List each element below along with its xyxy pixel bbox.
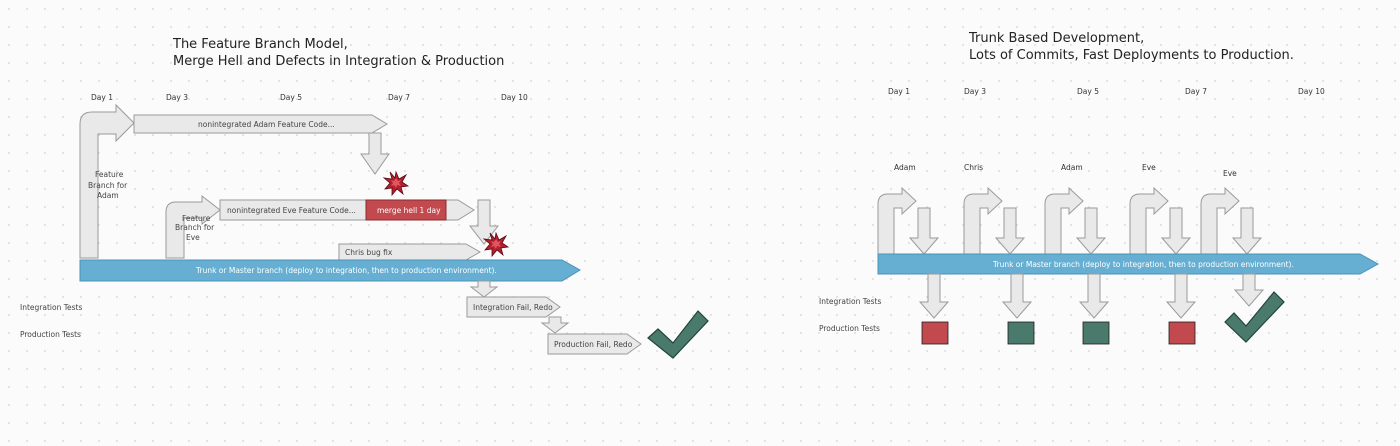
deploy-arrow-4 bbox=[1165, 273, 1197, 319]
deploy-arrow-5 bbox=[1233, 273, 1265, 307]
trunk-based-diagram: Trunk Based Development, Lots of Commits… bbox=[819, 31, 1380, 345]
commit-loop-4 bbox=[1129, 186, 1192, 255]
production-result-fail-1 bbox=[921, 321, 949, 345]
right-day-10: Day 10 bbox=[1298, 87, 1325, 96]
left-day-5: Day 5 bbox=[280, 93, 302, 102]
left-day-1: Day 1 bbox=[91, 93, 113, 102]
merge-hell-label: merge hell 1 day bbox=[377, 206, 441, 215]
deploy-arrow-1 bbox=[918, 273, 950, 319]
left-title-line2: Merge Hell and Defects in Integration & … bbox=[173, 54, 504, 69]
adam-branch-arrow bbox=[79, 103, 135, 259]
left-title-line1: The Feature Branch Model, bbox=[172, 37, 348, 52]
left-success-check-icon bbox=[647, 310, 709, 359]
right-trunk-label: Trunk or Master branch (deploy to integr… bbox=[992, 260, 1294, 269]
production-result-fail-2 bbox=[1168, 321, 1196, 345]
commit-loop-5 bbox=[1200, 186, 1263, 255]
commit-loop-3 bbox=[1044, 186, 1107, 255]
chris-bug-fix-label: Chris bug fix bbox=[345, 248, 393, 257]
svg-text:Branch for: Branch for bbox=[175, 223, 215, 232]
production-fail-arrow bbox=[547, 333, 642, 355]
right-day-7: Day 7 bbox=[1185, 87, 1207, 96]
committer-adam-1: Adam bbox=[894, 163, 916, 172]
adam-branch-label: Feature Branch for Adam bbox=[88, 170, 128, 200]
adam-feature-code-label: nonintegrated Adam Feature Code... bbox=[198, 120, 335, 129]
right-day-1: Day 1 bbox=[888, 87, 910, 96]
left-integration-tests-label: Integration Tests bbox=[20, 303, 82, 312]
chris-bug-fix-arrow bbox=[338, 243, 482, 261]
integration-to-production-arrow bbox=[540, 316, 570, 334]
committer-eve-2: Eve bbox=[1223, 169, 1237, 178]
deploy-arrow-2 bbox=[1001, 273, 1033, 319]
left-day-7: Day 7 bbox=[388, 93, 410, 102]
right-title-line2: Lots of Commits, Fast Deployments to Pro… bbox=[969, 48, 1294, 63]
svg-text:Branch for: Branch for bbox=[88, 181, 128, 190]
trunk-to-integration-arrow bbox=[469, 280, 499, 298]
left-trunk-arrow bbox=[79, 259, 581, 282]
right-trunk-arrow bbox=[877, 253, 1380, 275]
deploy-arrow-3 bbox=[1078, 273, 1110, 319]
svg-text:Adam: Adam bbox=[97, 191, 119, 200]
commit-loop-2 bbox=[963, 186, 1026, 255]
merge-conflict-burst-icon bbox=[383, 171, 409, 196]
eve-branch-label: Feature Branch for Eve bbox=[175, 214, 215, 242]
left-day-labels: Day 1 Day 3 Day 5 Day 7 Day 10 bbox=[91, 93, 528, 102]
right-day-5: Day 5 bbox=[1077, 87, 1099, 96]
committer-chris: Chris bbox=[964, 163, 983, 172]
production-result-pass-2 bbox=[1082, 321, 1110, 345]
committer-adam-2: Adam bbox=[1061, 163, 1083, 172]
svg-text:Feature: Feature bbox=[95, 170, 124, 179]
right-integration-tests-label: Integration Tests bbox=[819, 297, 881, 306]
svg-text:Eve: Eve bbox=[186, 233, 200, 242]
left-day-3: Day 3 bbox=[166, 93, 188, 102]
committer-eve-1: Eve bbox=[1142, 163, 1156, 172]
adam-merge-down-arrow bbox=[360, 132, 390, 175]
commit-loop-1 bbox=[877, 186, 940, 255]
right-day-3: Day 3 bbox=[964, 87, 986, 96]
left-trunk-label: Trunk or Master branch (deploy to integr… bbox=[195, 266, 497, 275]
integration-fail-arrow bbox=[466, 296, 561, 318]
integration-fail-label: Integration Fail, Redo bbox=[473, 303, 553, 312]
right-success-check-icon bbox=[1224, 291, 1285, 343]
production-result-pass-1 bbox=[1007, 321, 1035, 345]
right-production-tests-label: Production Tests bbox=[819, 324, 880, 333]
production-fail-label: Production Fail, Redo bbox=[554, 340, 633, 349]
left-day-10: Day 10 bbox=[501, 93, 528, 102]
feature-branch-diagram: The Feature Branch Model, Merge Hell and… bbox=[20, 37, 709, 359]
left-production-tests-label: Production Tests bbox=[20, 330, 81, 339]
merge-hell-box bbox=[365, 199, 447, 221]
eve-branch-arrow bbox=[165, 194, 221, 259]
eve-feature-code-label: nonintegrated Eve Feature Code... bbox=[227, 206, 356, 215]
right-title-line1: Trunk Based Development, bbox=[968, 31, 1144, 46]
right-day-labels: Day 1 Day 3 Day 5 Day 7 Day 10 bbox=[888, 87, 1325, 96]
adam-feature-code-arrow bbox=[133, 114, 388, 134]
svg-text:Feature: Feature bbox=[182, 214, 211, 223]
committer-labels: Adam Chris Adam Eve Eve bbox=[894, 163, 1237, 178]
